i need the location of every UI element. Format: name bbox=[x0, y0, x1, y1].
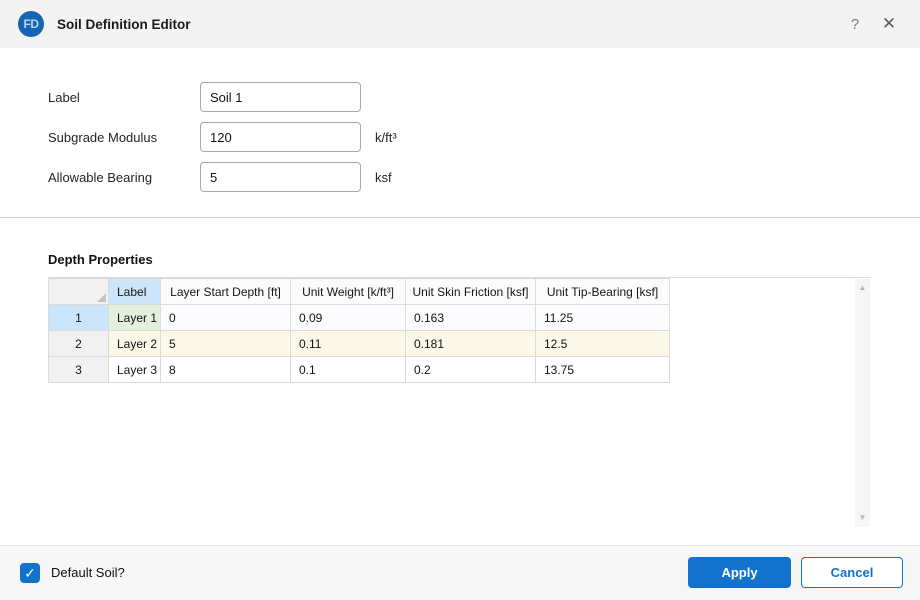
table-row: 1 Layer 1 0 0.09 0.163 11.25 bbox=[49, 305, 670, 331]
default-soil-checkbox-label: Default Soil? bbox=[51, 565, 125, 580]
cell-label[interactable]: Layer 1 bbox=[109, 305, 161, 331]
cell-unit-skin-friction[interactable]: 0.2 bbox=[406, 357, 536, 383]
cell-unit-skin-friction[interactable]: 0.181 bbox=[406, 331, 536, 357]
row-header-3[interactable]: 3 bbox=[49, 357, 109, 383]
cell-label[interactable]: Layer 3 bbox=[109, 357, 161, 383]
footer-bar: ✓ Default Soil? Apply Cancel bbox=[0, 545, 920, 600]
label-field-row: Label bbox=[48, 82, 375, 112]
scroll-down-icon[interactable]: ▼ bbox=[855, 509, 870, 527]
scroll-up-icon[interactable]: ▲ bbox=[855, 279, 870, 297]
allowable-bearing-unit: ksf bbox=[375, 170, 392, 185]
row-header-2[interactable]: 2 bbox=[49, 331, 109, 357]
label-input[interactable] bbox=[200, 82, 361, 112]
depth-properties-grid: Label Layer Start Depth [ft] Unit Weight… bbox=[48, 277, 870, 527]
allowable-bearing-label: Allowable Bearing bbox=[48, 170, 200, 185]
soil-definition-editor-dialog: FD Soil Definition Editor ? ✕ Label Subg… bbox=[0, 0, 920, 600]
section-divider bbox=[0, 217, 920, 218]
cell-unit-tip-bearing[interactable]: 12.5 bbox=[536, 331, 670, 357]
column-header-unit-tip-bearing[interactable]: Unit Tip-Bearing [ksf] bbox=[536, 279, 670, 305]
cell-unit-weight[interactable]: 0.1 bbox=[291, 357, 406, 383]
close-icon[interactable]: ✕ bbox=[872, 7, 906, 41]
cancel-button[interactable]: Cancel bbox=[801, 557, 903, 588]
allowable-bearing-field-row: Allowable Bearing ksf bbox=[48, 162, 392, 192]
column-header-unit-weight[interactable]: Unit Weight [k/ft³] bbox=[291, 279, 406, 305]
subgrade-modulus-unit: k/ft³ bbox=[375, 130, 397, 145]
allowable-bearing-input[interactable] bbox=[200, 162, 361, 192]
titlebar-buttons: ? ✕ bbox=[838, 7, 906, 41]
apply-button[interactable]: Apply bbox=[688, 557, 791, 588]
select-all-triangle-icon bbox=[97, 293, 106, 302]
cell-unit-tip-bearing[interactable]: 13.75 bbox=[536, 357, 670, 383]
subgrade-modulus-label: Subgrade Modulus bbox=[48, 130, 200, 145]
table-row: 3 Layer 3 8 0.1 0.2 13.75 bbox=[49, 357, 670, 383]
select-all-corner-cell[interactable] bbox=[49, 279, 109, 305]
column-header-label[interactable]: Label bbox=[109, 279, 161, 305]
table-header-row: Label Layer Start Depth [ft] Unit Weight… bbox=[49, 279, 670, 305]
cell-unit-skin-friction[interactable]: 0.163 bbox=[406, 305, 536, 331]
cell-layer-start-depth[interactable]: 0 bbox=[161, 305, 291, 331]
label-field-label: Label bbox=[48, 90, 200, 105]
window-title: Soil Definition Editor bbox=[57, 17, 191, 32]
app-icon: FD bbox=[18, 11, 44, 37]
default-soil-checkbox[interactable]: ✓ bbox=[20, 563, 40, 583]
depth-properties-heading: Depth Properties bbox=[48, 252, 153, 267]
titlebar: FD Soil Definition Editor ? ✕ bbox=[0, 0, 920, 48]
cell-label[interactable]: Layer 2 bbox=[109, 331, 161, 357]
subgrade-modulus-input[interactable] bbox=[200, 122, 361, 152]
subgrade-modulus-field-row: Subgrade Modulus k/ft³ bbox=[48, 122, 397, 152]
help-icon[interactable]: ? bbox=[838, 7, 872, 41]
cell-unit-weight[interactable]: 0.09 bbox=[291, 305, 406, 331]
table-row: 2 Layer 2 5 0.11 0.181 12.5 bbox=[49, 331, 670, 357]
cell-layer-start-depth[interactable]: 5 bbox=[161, 331, 291, 357]
row-header-1[interactable]: 1 bbox=[49, 305, 109, 331]
column-header-layer-start-depth[interactable]: Layer Start Depth [ft] bbox=[161, 279, 291, 305]
cell-unit-weight[interactable]: 0.11 bbox=[291, 331, 406, 357]
cell-layer-start-depth[interactable]: 8 bbox=[161, 357, 291, 383]
depth-properties-table: Label Layer Start Depth [ft] Unit Weight… bbox=[48, 278, 670, 383]
column-header-unit-skin-friction[interactable]: Unit Skin Friction [ksf] bbox=[406, 279, 536, 305]
cell-unit-tip-bearing[interactable]: 11.25 bbox=[536, 305, 670, 331]
vertical-scrollbar[interactable]: ▲ ▼ bbox=[855, 279, 870, 527]
